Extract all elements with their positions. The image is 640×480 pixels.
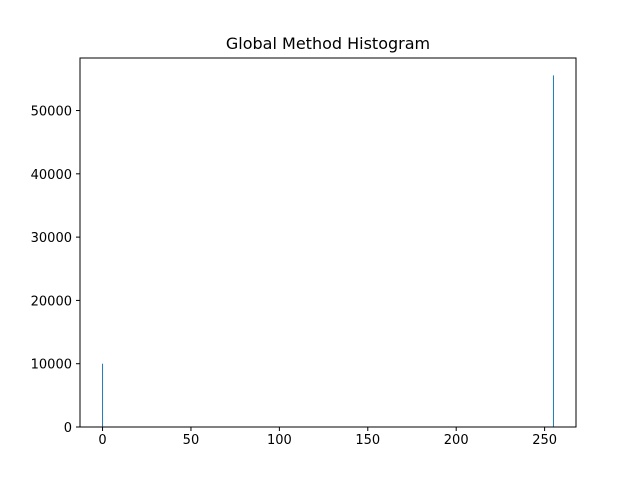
- y-tick-label-3: 30000: [31, 231, 72, 246]
- x-tick-label-4: 200: [444, 433, 469, 448]
- y-tick-label-0: 0: [64, 421, 72, 436]
- bars-layer: [102, 75, 554, 427]
- y-tick-label-4: 40000: [31, 168, 72, 183]
- x-tick-label-0: 0: [98, 433, 106, 448]
- x-tick-label-5: 250: [532, 433, 557, 448]
- ticks-layer: 0 50 100 150 200 250 0 10000 20000 30000 40000 5000…: [31, 105, 557, 448]
- x-tick-label-2: 100: [267, 433, 292, 448]
- y-tick-label-1: 10000: [31, 358, 72, 373]
- histogram-bar-1: [552, 75, 554, 427]
- histogram-bar-0: [102, 363, 104, 427]
- x-tick-label-1: 50: [183, 433, 200, 448]
- chart-title: Global Method Histogram: [226, 34, 430, 53]
- x-tick-label-3: 150: [355, 433, 380, 448]
- y-tick-label-2: 20000: [31, 294, 72, 309]
- y-tick-label-5: 50000: [31, 105, 72, 120]
- plot-frame: [79, 57, 577, 428]
